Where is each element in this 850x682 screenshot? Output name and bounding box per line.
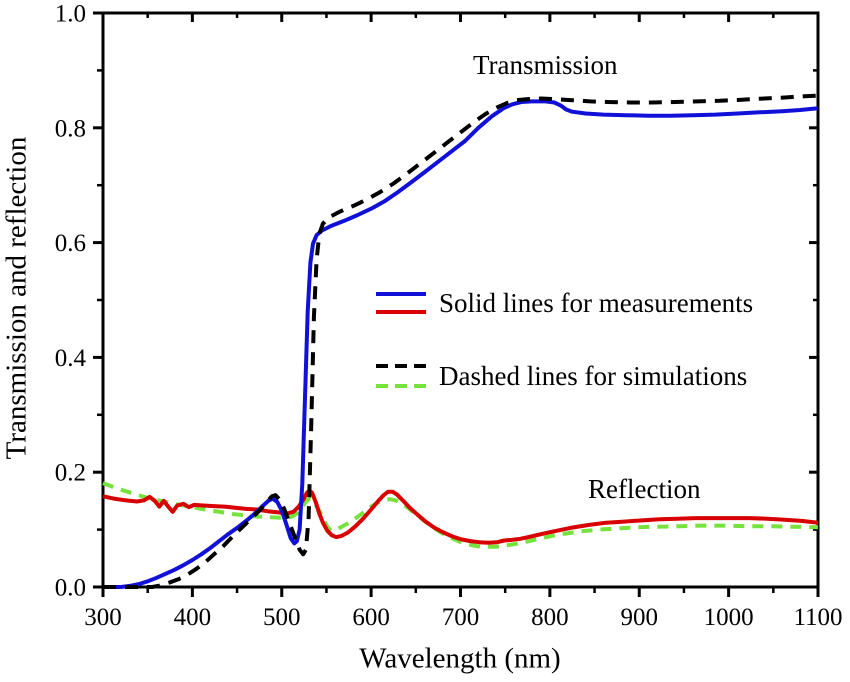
legend-swatch-stack-simulations <box>376 364 426 388</box>
legend-line-reflection-measured <box>376 310 426 314</box>
y-tick-label: 1.0 <box>55 1 86 28</box>
x-tick-label: 900 <box>621 604 659 631</box>
x-tick-label: 700 <box>442 604 480 631</box>
x-axis-title: Wavelength (nm) <box>359 642 561 675</box>
y-tick-label: 0.6 <box>55 230 86 257</box>
y-tick-label: 0.8 <box>55 115 86 142</box>
x-tick-label: 800 <box>531 604 569 631</box>
legend-row-measurements: Solid lines for measurements <box>376 280 753 326</box>
y-axis-title: Transmission and reflection <box>0 136 33 460</box>
legend-label-measurements: Solid lines for measurements <box>439 287 754 318</box>
legend-line-transmission-simulated <box>376 364 426 368</box>
y-tick-label: 0.2 <box>55 460 86 487</box>
x-tick-label: 300 <box>84 604 122 631</box>
legend: Solid lines for measurements Dashed line… <box>376 280 753 399</box>
legend-row-simulations: Dashed lines for simulations <box>376 353 753 399</box>
legend-line-transmission-measured <box>376 292 426 296</box>
legend-swatch-stack-measurements <box>376 292 426 314</box>
transmission-annotation: Transmission <box>473 50 618 80</box>
legend-line-reflection-simulated <box>376 384 426 388</box>
x-tick-label: 400 <box>174 604 212 631</box>
x-tick-label: 500 <box>263 604 301 631</box>
r-meas-line <box>102 488 819 545</box>
x-tick-label: 1000 <box>704 604 754 631</box>
x-tick-label: 600 <box>352 604 390 631</box>
y-tick-label: 0.0 <box>55 575 86 602</box>
legend-label-simulations: Dashed lines for simulations <box>439 360 748 391</box>
y-tick-label: 0.4 <box>55 345 87 372</box>
r-sim-line <box>102 481 819 549</box>
reflection-annotation: Reflection <box>588 474 701 504</box>
x-tick-label: 1100 <box>793 604 842 631</box>
